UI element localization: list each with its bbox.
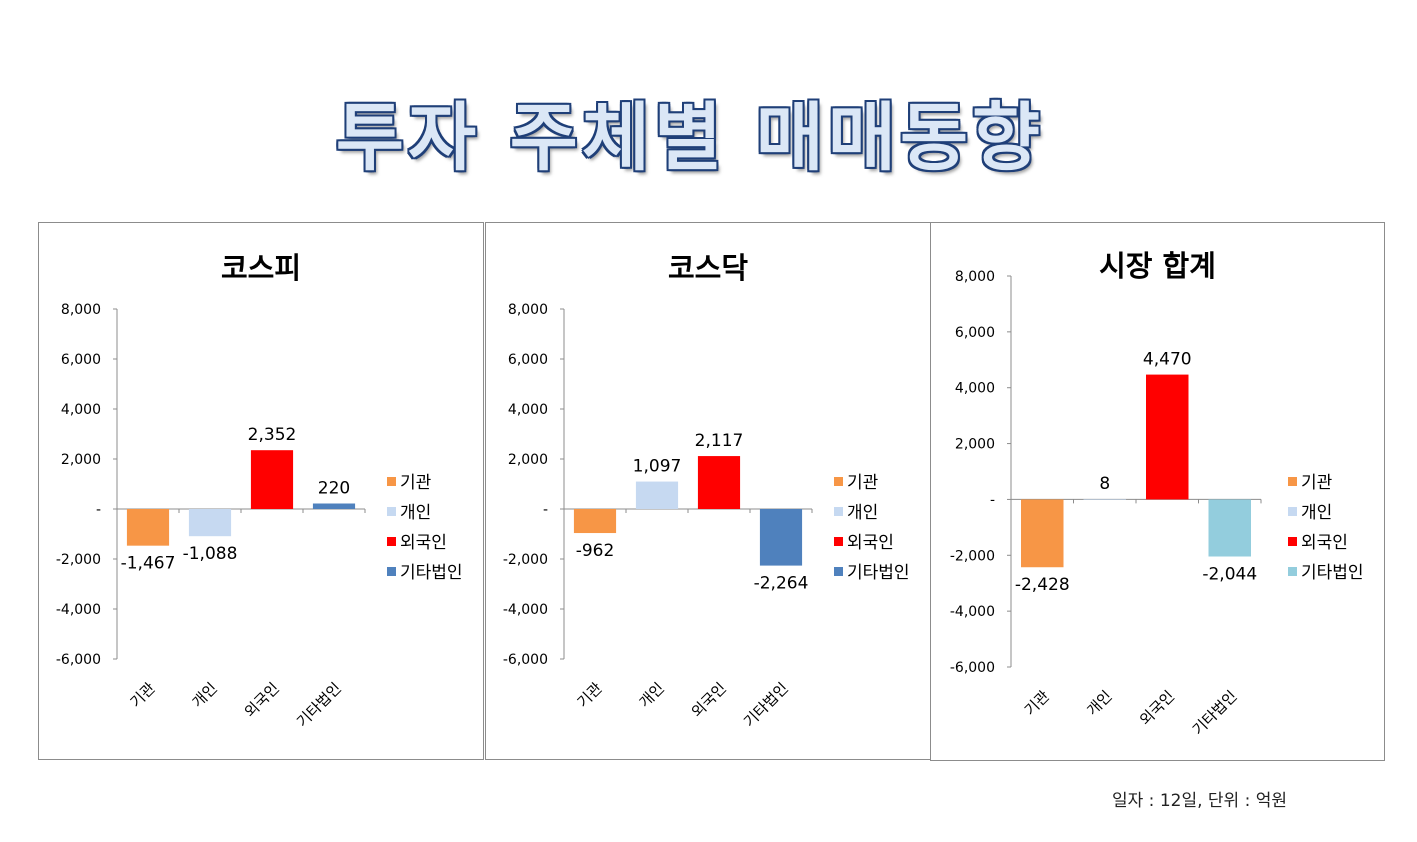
legend-swatch [387,507,396,516]
legend-swatch [1288,537,1297,546]
bar [188,509,232,537]
data-label: -2,044 [1202,565,1257,585]
legend-label: 기관 [400,473,431,493]
y-tick-label: 6,000 [61,352,101,368]
data-label: 1,097 [633,457,682,477]
chart-title: 코스닥 [667,251,749,285]
legend-label: 외국인 [400,533,447,553]
legend-label: 외국인 [847,533,894,553]
y-tick-label: - [96,502,101,518]
y-tick-label: -4,000 [950,604,995,620]
y-tick-label: - [990,492,995,508]
bar [573,509,617,534]
y-tick-label: 6,000 [508,352,548,368]
chart-panel-kospi: 코스피 8,000 6,000 4,000 2,000 - -2,000 -4,000 -6,… [38,222,484,760]
legend-swatch [1288,567,1297,576]
legend-swatch [387,477,396,486]
y-tick-label: -6,000 [56,652,101,668]
y-tick-label: 8,000 [508,302,548,318]
y-tick-label: 2,000 [955,437,995,453]
data-label: 2,117 [695,431,744,451]
y-tick-label: -6,000 [950,660,995,676]
data-label: -1,467 [121,554,176,574]
y-tick-label: -2,000 [56,552,101,568]
y-tick-label: -2,000 [503,552,548,568]
legend-swatch [1288,477,1297,486]
data-label: -1,088 [183,544,238,564]
x-tick-label: 개인 [636,679,668,711]
legend-swatch [387,567,396,576]
data-label: 220 [318,479,350,499]
y-tick-label: -4,000 [56,602,101,618]
x-tick-label: 기관 [1021,687,1053,719]
x-tick-label: 외국인 [1136,687,1178,729]
legend-label: 개인 [847,503,878,523]
chart-kosdaq: 8,000 6,000 4,000 2,000 - -2,000 -4,000 -6,000 -… [503,302,910,731]
x-tick-label: 기타법인 [740,679,792,731]
x-tick-label: 개인 [189,679,221,711]
y-tick-label: 4,000 [955,381,995,397]
data-label: 2,352 [248,425,297,445]
legend-swatch [834,567,843,576]
data-label: -2,264 [754,574,809,594]
legend-label: 기관 [1301,473,1332,493]
bar [126,509,170,546]
footer-note: 일자 : 12일, 단위 : 억원 [1112,791,1287,811]
chart-market-total: 8,000 6,000 4,000 2,000 - -2,000 -4,000 -6,000 -… [950,269,1364,739]
data-label: 4,470 [1143,350,1192,370]
data-label: 8 [1099,474,1110,494]
legend-swatch [387,537,396,546]
bar [312,503,356,509]
legend-swatch [834,477,843,486]
chart-title: 코스피 [220,251,302,285]
x-tick-label: 기관 [127,679,159,711]
y-tick-label: -4,000 [503,602,548,618]
bar [1083,499,1126,500]
y-tick-label: 8,000 [955,269,995,285]
page-title: 투자 주체별 매매동향 [335,95,1045,181]
legend-swatch [1288,507,1297,516]
legend-label: 기타법인 [1301,563,1364,583]
legend-swatch [834,507,843,516]
legend-label: 기타법인 [400,563,463,583]
chart-panel-kosdaq: 코스닥 8,000 6,000 4,000 2,000 - -2,000 -4,000 -6,… [485,222,931,760]
x-tick-label: 외국인 [688,679,730,721]
bar [1146,374,1189,500]
legend-label: 개인 [400,503,431,523]
bar [250,450,294,509]
y-tick-label: -6,000 [503,652,548,668]
chart-kospi: 8,000 6,000 4,000 2,000 - -2,000 -4,000 -6,000 -… [56,302,463,731]
y-tick-label: 8,000 [61,302,101,318]
bar [1208,499,1251,557]
x-tick-label: 개인 [1083,687,1115,719]
bar [635,481,679,509]
x-tick-label: 기관 [574,679,606,711]
x-tick-label: 기타법인 [293,679,345,731]
x-tick-label: 기타법인 [1189,687,1241,739]
chart-panel-market-total: 시장 합계 8,000 6,000 4,000 2,000 - -2,000 -4,000 -… [930,222,1385,761]
y-tick-label: 4,000 [61,402,101,418]
y-tick-label: -2,000 [950,548,995,564]
y-tick-label: 2,000 [61,452,101,468]
bar [759,509,803,566]
legend-swatch [834,537,843,546]
bar [1021,499,1064,568]
legend-label: 기관 [847,473,878,493]
legend-label: 외국인 [1301,533,1348,553]
data-label: -2,428 [1015,575,1070,595]
legend-label: 개인 [1301,503,1332,523]
x-tick-label: 외국인 [241,679,283,721]
chart-title: 시장 합계 [1099,249,1216,283]
legend-label: 기타법인 [847,563,910,583]
y-tick-label: 6,000 [955,325,995,341]
bar [697,456,741,509]
data-label: -962 [576,541,615,561]
y-tick-label: 4,000 [508,402,548,418]
y-tick-label: - [543,502,548,518]
y-tick-label: 2,000 [508,452,548,468]
